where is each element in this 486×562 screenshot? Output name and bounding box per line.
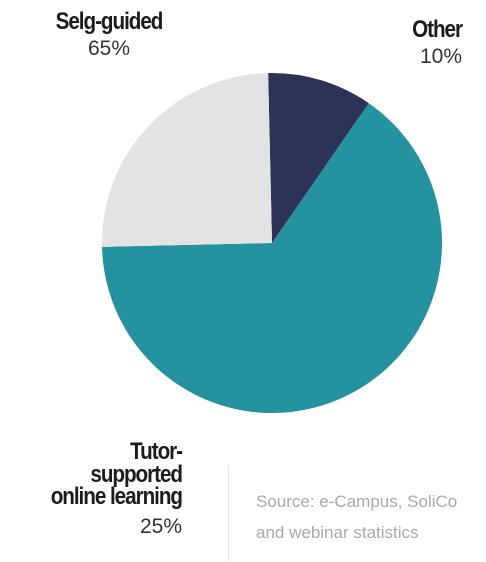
slice-name-tutor-line-2: supported [90,460,183,488]
pie-slices [102,73,443,413]
slice-label-other: Other 10% [372,16,463,68]
slice-name-other: Other [412,16,463,43]
divider-line [228,465,229,561]
source-note: Source: e-Campus, SoliCo and webinar sta… [256,487,486,548]
slice-name-tutor-line-1: Tutor- [130,438,183,465]
slice-percent-tutor-supported: 25% [139,514,182,538]
slice-name-selg-guided: Selg-guided [55,8,164,35]
source-line-1: Source: e-Campus, SoliCo [256,492,458,511]
source-line-2: and webinar statistics [256,522,419,542]
slice-name-tutor-line-3: online learning [50,483,183,511]
slice-percent-other: 10% [419,45,462,68]
pie-slice-selg-guided [102,73,272,247]
slice-label-tutor-supported: Tutor- supported online learning 25% [0,438,183,538]
slice-percent-selg-guided: 65% [87,37,131,60]
pie-slice-other [268,73,369,243]
slice-label-selg-guided: Selg-guided 65% [24,8,194,60]
pie-slice-tutor-supported-online-learning [102,103,443,413]
